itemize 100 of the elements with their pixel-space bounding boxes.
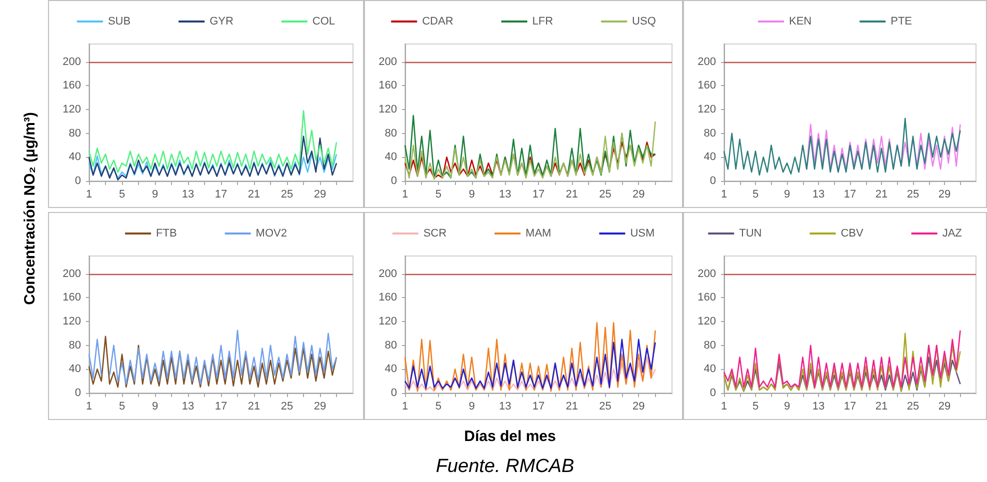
legend-label: SCR: [423, 228, 447, 240]
x-tick-label: 9: [784, 188, 790, 200]
y-tick-label: 200: [62, 56, 81, 68]
y-tick-label: 80: [68, 127, 81, 140]
y-tick-label: 200: [698, 56, 716, 68]
x-tick-label: 5: [752, 188, 759, 200]
y-tick-label: 40: [384, 363, 397, 376]
y-tick-label: 80: [68, 339, 81, 352]
legend-label: JAZ: [942, 228, 962, 240]
y-tick-label: 120: [698, 316, 716, 328]
legend-label: LFR: [532, 16, 554, 28]
x-tick-label: 17: [844, 188, 856, 200]
legend-label: FTB: [156, 228, 177, 240]
y-tick-label: 0: [74, 175, 81, 187]
y-tick-label: 200: [378, 268, 397, 280]
line-series: [88, 336, 338, 388]
line-series: [404, 338, 656, 389]
y-tick-label: 200: [62, 268, 81, 280]
line-series: [404, 322, 656, 392]
x-tick-label: 1: [86, 400, 92, 412]
legend-label: TUN: [739, 228, 762, 240]
y-tick-label: 160: [62, 292, 81, 304]
y-tick-label: 40: [704, 363, 716, 376]
x-tick-label: 17: [214, 188, 228, 200]
x-tick-label: 1: [720, 400, 728, 412]
legend-label: MAM: [526, 228, 552, 240]
y-tick-label: 0: [390, 387, 397, 399]
line-series: [723, 118, 961, 176]
y-tick-label: 120: [378, 316, 397, 328]
x-tick-label: 25: [906, 188, 920, 200]
x-tick-label: 29: [938, 400, 951, 412]
legend-label: MOV2: [256, 228, 287, 240]
y-tick-label: 40: [68, 151, 81, 164]
line-series: [404, 356, 656, 392]
y-tick-label: 80: [704, 339, 716, 352]
y-tick-label: 160: [62, 80, 81, 92]
x-tick-label: 1: [402, 188, 408, 200]
x-tick-label: 25: [280, 188, 294, 200]
y-tick-label: 160: [698, 292, 716, 304]
x-tick-label: 5: [435, 400, 442, 412]
y-tick-label: 120: [698, 104, 716, 116]
y-tick-label: 0: [710, 387, 716, 399]
x-tick-label: 21: [566, 400, 578, 412]
y-tick-label: 80: [384, 339, 397, 352]
x-tick-label: 21: [566, 188, 578, 200]
x-tick-label: 9: [152, 188, 158, 200]
y-tick-label: 200: [378, 56, 397, 68]
x-tick-label: 21: [875, 400, 888, 412]
x-tick-label: 25: [280, 400, 294, 412]
x-tick-label: 13: [499, 400, 512, 412]
y-axis-title: Concentración NO₂ (µg/m³): [22, 111, 38, 307]
legend-label: USQ: [632, 16, 656, 28]
x-tick-label: 5: [752, 400, 759, 412]
y-tick-label: 160: [378, 292, 397, 304]
x-tick-label: 9: [468, 188, 475, 200]
legend-label: PTE: [890, 16, 912, 28]
y-tick-label: 0: [74, 387, 81, 399]
x-tick-label: 25: [599, 188, 612, 200]
x-tick-label: 5: [118, 400, 126, 412]
x-tick-label: 1: [720, 188, 728, 200]
x-tick-label: 21: [248, 400, 260, 412]
y-tick-label: 0: [390, 175, 397, 187]
x-tick-label: 29: [314, 188, 326, 200]
x-tick-label: 21: [875, 188, 888, 200]
x-axis-title: Días del mes: [463, 428, 557, 445]
legend-label: CDAR: [422, 16, 454, 28]
y-tick-label: 40: [704, 151, 716, 164]
x-tick-label: 29: [632, 188, 645, 200]
x-tick-label: 13: [182, 188, 194, 200]
y-tick-label: 80: [384, 127, 397, 140]
legend-label: COL: [312, 16, 336, 28]
legend-label: KEN: [788, 16, 812, 28]
legend-label: USM: [630, 228, 655, 240]
y-tick-label: 0: [710, 175, 716, 187]
x-tick-label: 9: [468, 400, 475, 412]
x-tick-label: 13: [182, 400, 194, 412]
x-tick-label: 17: [844, 400, 856, 412]
x-tick-label: 1: [402, 400, 408, 412]
x-tick-label: 29: [632, 400, 645, 412]
x-tick-label: 29: [314, 400, 326, 412]
x-tick-label: 21: [248, 188, 260, 200]
x-tick-label: 13: [812, 400, 825, 412]
x-tick-label: 17: [214, 400, 228, 412]
x-tick-label: 5: [118, 188, 126, 200]
y-tick-label: 200: [698, 268, 716, 280]
legend-label: GYR: [210, 16, 234, 28]
x-tick-label: 17: [532, 188, 545, 200]
y-tick-label: 80: [704, 127, 716, 140]
x-tick-label: 25: [599, 400, 612, 412]
x-tick-label: 9: [784, 400, 790, 412]
legend-label: CBV: [840, 228, 864, 240]
y-tick-label: 120: [62, 316, 81, 328]
x-tick-label: 29: [938, 188, 951, 200]
x-tick-label: 13: [499, 188, 512, 200]
line-series: [88, 136, 338, 180]
y-tick-label: 160: [378, 80, 397, 92]
x-tick-label: 9: [152, 400, 158, 412]
source-note: Fuente. RMCAB: [434, 456, 576, 478]
x-tick-label: 5: [435, 188, 442, 200]
line-series: [88, 110, 338, 173]
